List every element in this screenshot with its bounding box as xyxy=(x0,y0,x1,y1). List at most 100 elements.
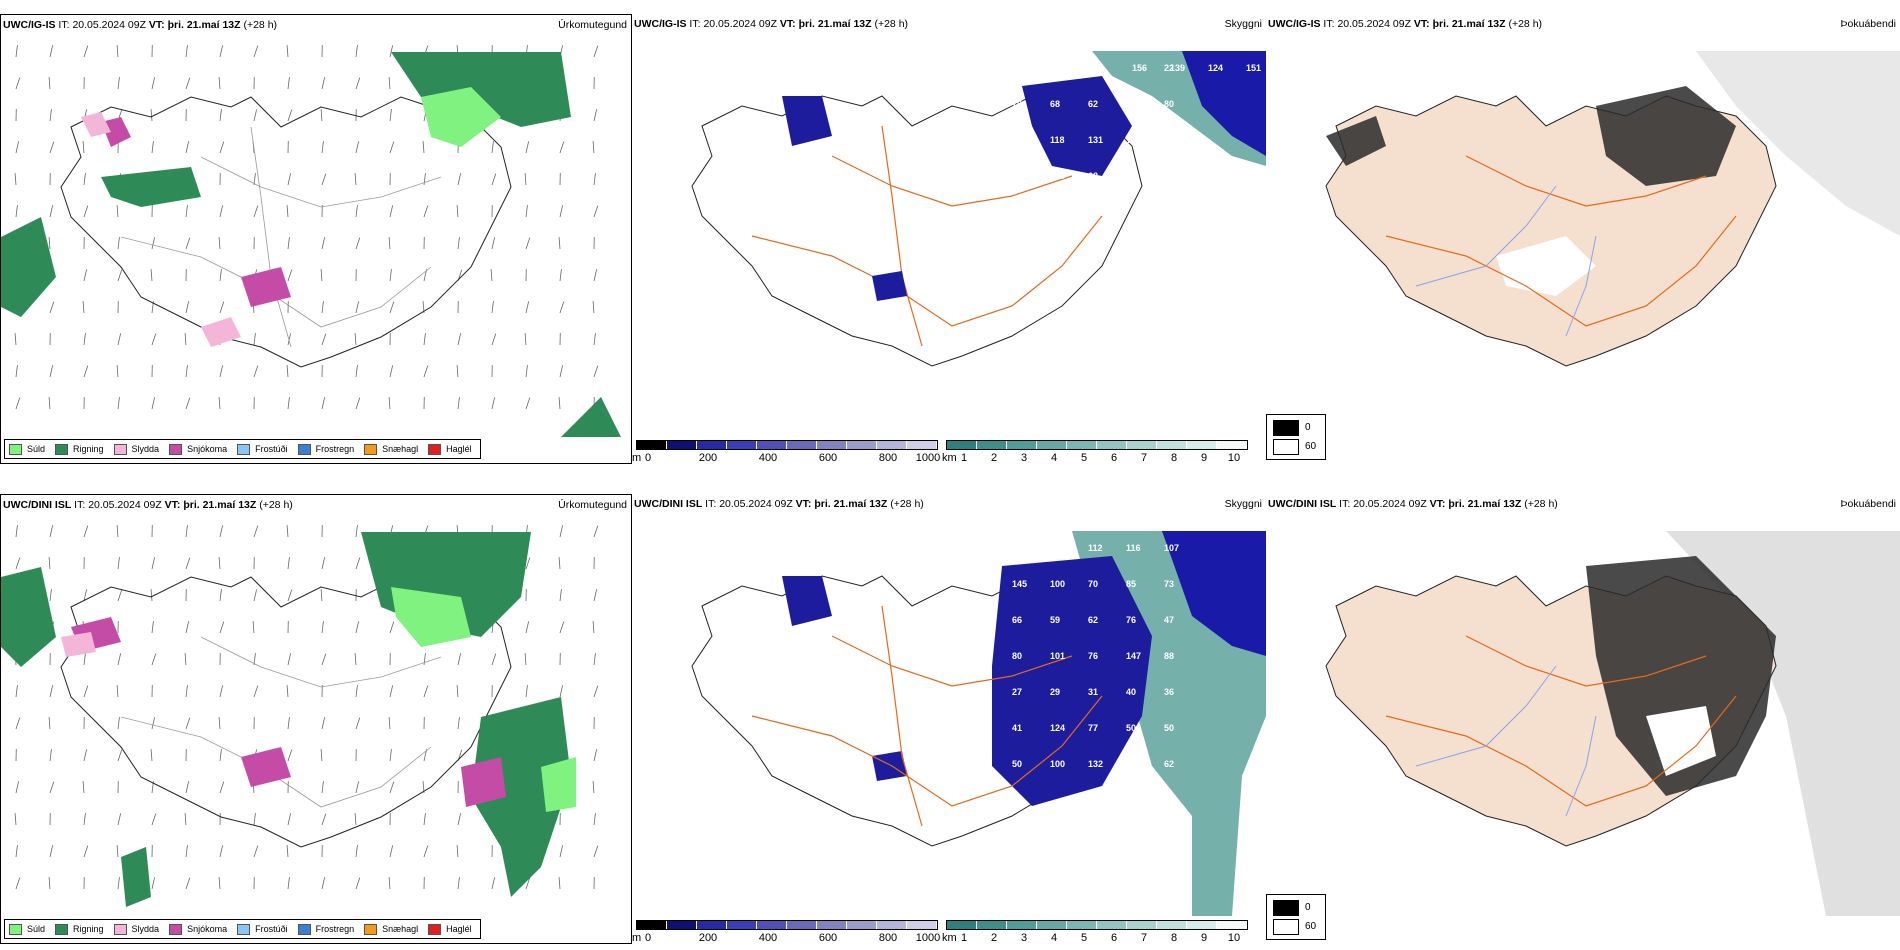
visibility-value-label: 96 xyxy=(1012,543,1022,553)
wind-barb xyxy=(558,397,561,410)
colorbar-swatch xyxy=(1127,441,1157,449)
wind-barb xyxy=(524,653,527,666)
sleet-areas xyxy=(81,112,241,347)
wind-barb xyxy=(287,877,290,890)
wind-barb xyxy=(286,685,289,698)
lead-time: (+28 h) xyxy=(1508,18,1543,30)
wind-barb xyxy=(321,333,327,346)
wind-barb xyxy=(117,397,120,410)
wind-barb xyxy=(491,173,497,186)
wind-barb xyxy=(151,621,154,634)
visibility-value-label: 100 xyxy=(1050,759,1065,769)
legend-item: Slydda xyxy=(113,443,159,455)
wind-barb xyxy=(593,45,599,58)
wind-barb xyxy=(48,397,51,410)
wind-barb xyxy=(321,781,324,794)
wind-barb xyxy=(321,813,327,826)
ceiling-tick: 0 xyxy=(644,452,652,464)
wind-barb xyxy=(253,685,259,698)
wind-barb xyxy=(355,621,360,634)
wind-barb xyxy=(185,237,191,250)
wind-barb xyxy=(15,397,21,410)
it-label: IT: xyxy=(74,499,86,511)
panel-header: UWC/DINI ISL IT: 20.05.2024 09Z VT: þri.… xyxy=(1268,498,1898,512)
it-label: IT: xyxy=(58,19,70,31)
wind-barb xyxy=(524,173,527,186)
fog-swatch-dark xyxy=(1273,420,1299,436)
wind-barb xyxy=(354,333,357,346)
wind-barb xyxy=(83,365,89,378)
wind-barb xyxy=(593,365,599,378)
legend-swatch xyxy=(169,443,183,455)
legend-item: Snæhagl xyxy=(364,443,418,455)
wind-barb xyxy=(287,109,293,122)
wind-barb xyxy=(185,845,188,858)
wind-barb xyxy=(320,589,323,602)
wind-barb xyxy=(219,845,224,858)
colorbar-swatch xyxy=(787,441,817,449)
wind-barb xyxy=(355,717,361,730)
vt-label: VT: xyxy=(1413,18,1430,30)
wind-barb xyxy=(423,813,426,826)
visibility-value-label: 101 xyxy=(1050,651,1065,661)
legend-swatch xyxy=(169,923,183,935)
wind-barb xyxy=(422,141,425,154)
visibility-value-label: 112 xyxy=(1088,543,1103,553)
sea-low-ceiling-area xyxy=(1162,531,1266,656)
wind-barb xyxy=(82,141,85,154)
wind-barb xyxy=(423,205,429,218)
wind-barb xyxy=(287,77,290,90)
visibility-tick: 1 xyxy=(960,932,968,944)
wind-barb xyxy=(253,205,259,218)
wind-barb xyxy=(185,77,191,90)
wind-barb xyxy=(48,557,51,570)
colorbar-swatch xyxy=(727,921,757,929)
fog-legend: 0 60 xyxy=(1266,414,1326,460)
wind-barb xyxy=(218,717,221,730)
snow-areas xyxy=(71,617,506,807)
wind-barb xyxy=(287,653,292,666)
wind-barb xyxy=(49,141,55,154)
wind-barb xyxy=(389,749,392,762)
wind-barb xyxy=(83,845,89,858)
wind-barb xyxy=(559,525,564,538)
fog-dark-areas xyxy=(1586,556,1776,796)
legend-swatch xyxy=(364,443,378,455)
wind-barb xyxy=(389,45,394,58)
wind-barb xyxy=(389,845,394,858)
wind-barb xyxy=(321,237,326,250)
visibility-value-label: 156 xyxy=(1132,63,1147,73)
fog-light-areas xyxy=(1496,236,1596,296)
wind-barb xyxy=(456,685,459,698)
legend-swatch xyxy=(9,923,22,935)
wind-barb xyxy=(185,45,188,58)
fog-legend: 0 60 xyxy=(1266,894,1326,940)
it-value: 20.05.2024 09Z xyxy=(72,19,146,31)
ceiling-tick: 400 xyxy=(758,452,778,464)
wind-barb xyxy=(117,813,122,826)
wind-barb xyxy=(457,877,460,890)
colorbar-swatch xyxy=(1097,441,1127,449)
visibility-value-label: 124 xyxy=(1208,63,1223,73)
wind-barb xyxy=(49,45,54,58)
wind-barb xyxy=(525,205,528,218)
wind-barb xyxy=(388,237,391,250)
wind-barb xyxy=(558,557,561,570)
colorbar-swatch xyxy=(977,921,1007,929)
wind-barb xyxy=(185,781,190,794)
ceiling-tick: 600 xyxy=(818,452,838,464)
legend-label: Frostregn xyxy=(315,924,355,934)
road-lines xyxy=(120,636,442,808)
wind-barb xyxy=(151,877,156,890)
wind-barb xyxy=(117,877,120,890)
wind-barb xyxy=(185,301,190,314)
colorbar-swatch xyxy=(757,441,787,449)
visibility-value-label: 59 xyxy=(1050,615,1060,625)
visibility-tick: 10 xyxy=(1227,932,1241,944)
visibility-value-label: 54 xyxy=(1126,99,1136,109)
panel-header: UWC/DINI ISL IT: 20.05.2024 09Z VT: þri.… xyxy=(634,498,1264,512)
iceland-coastline xyxy=(60,96,512,368)
wind-barb xyxy=(559,269,562,282)
legend-label: Frostúði xyxy=(255,444,288,454)
visibility-value-label: 129 xyxy=(1050,543,1065,553)
